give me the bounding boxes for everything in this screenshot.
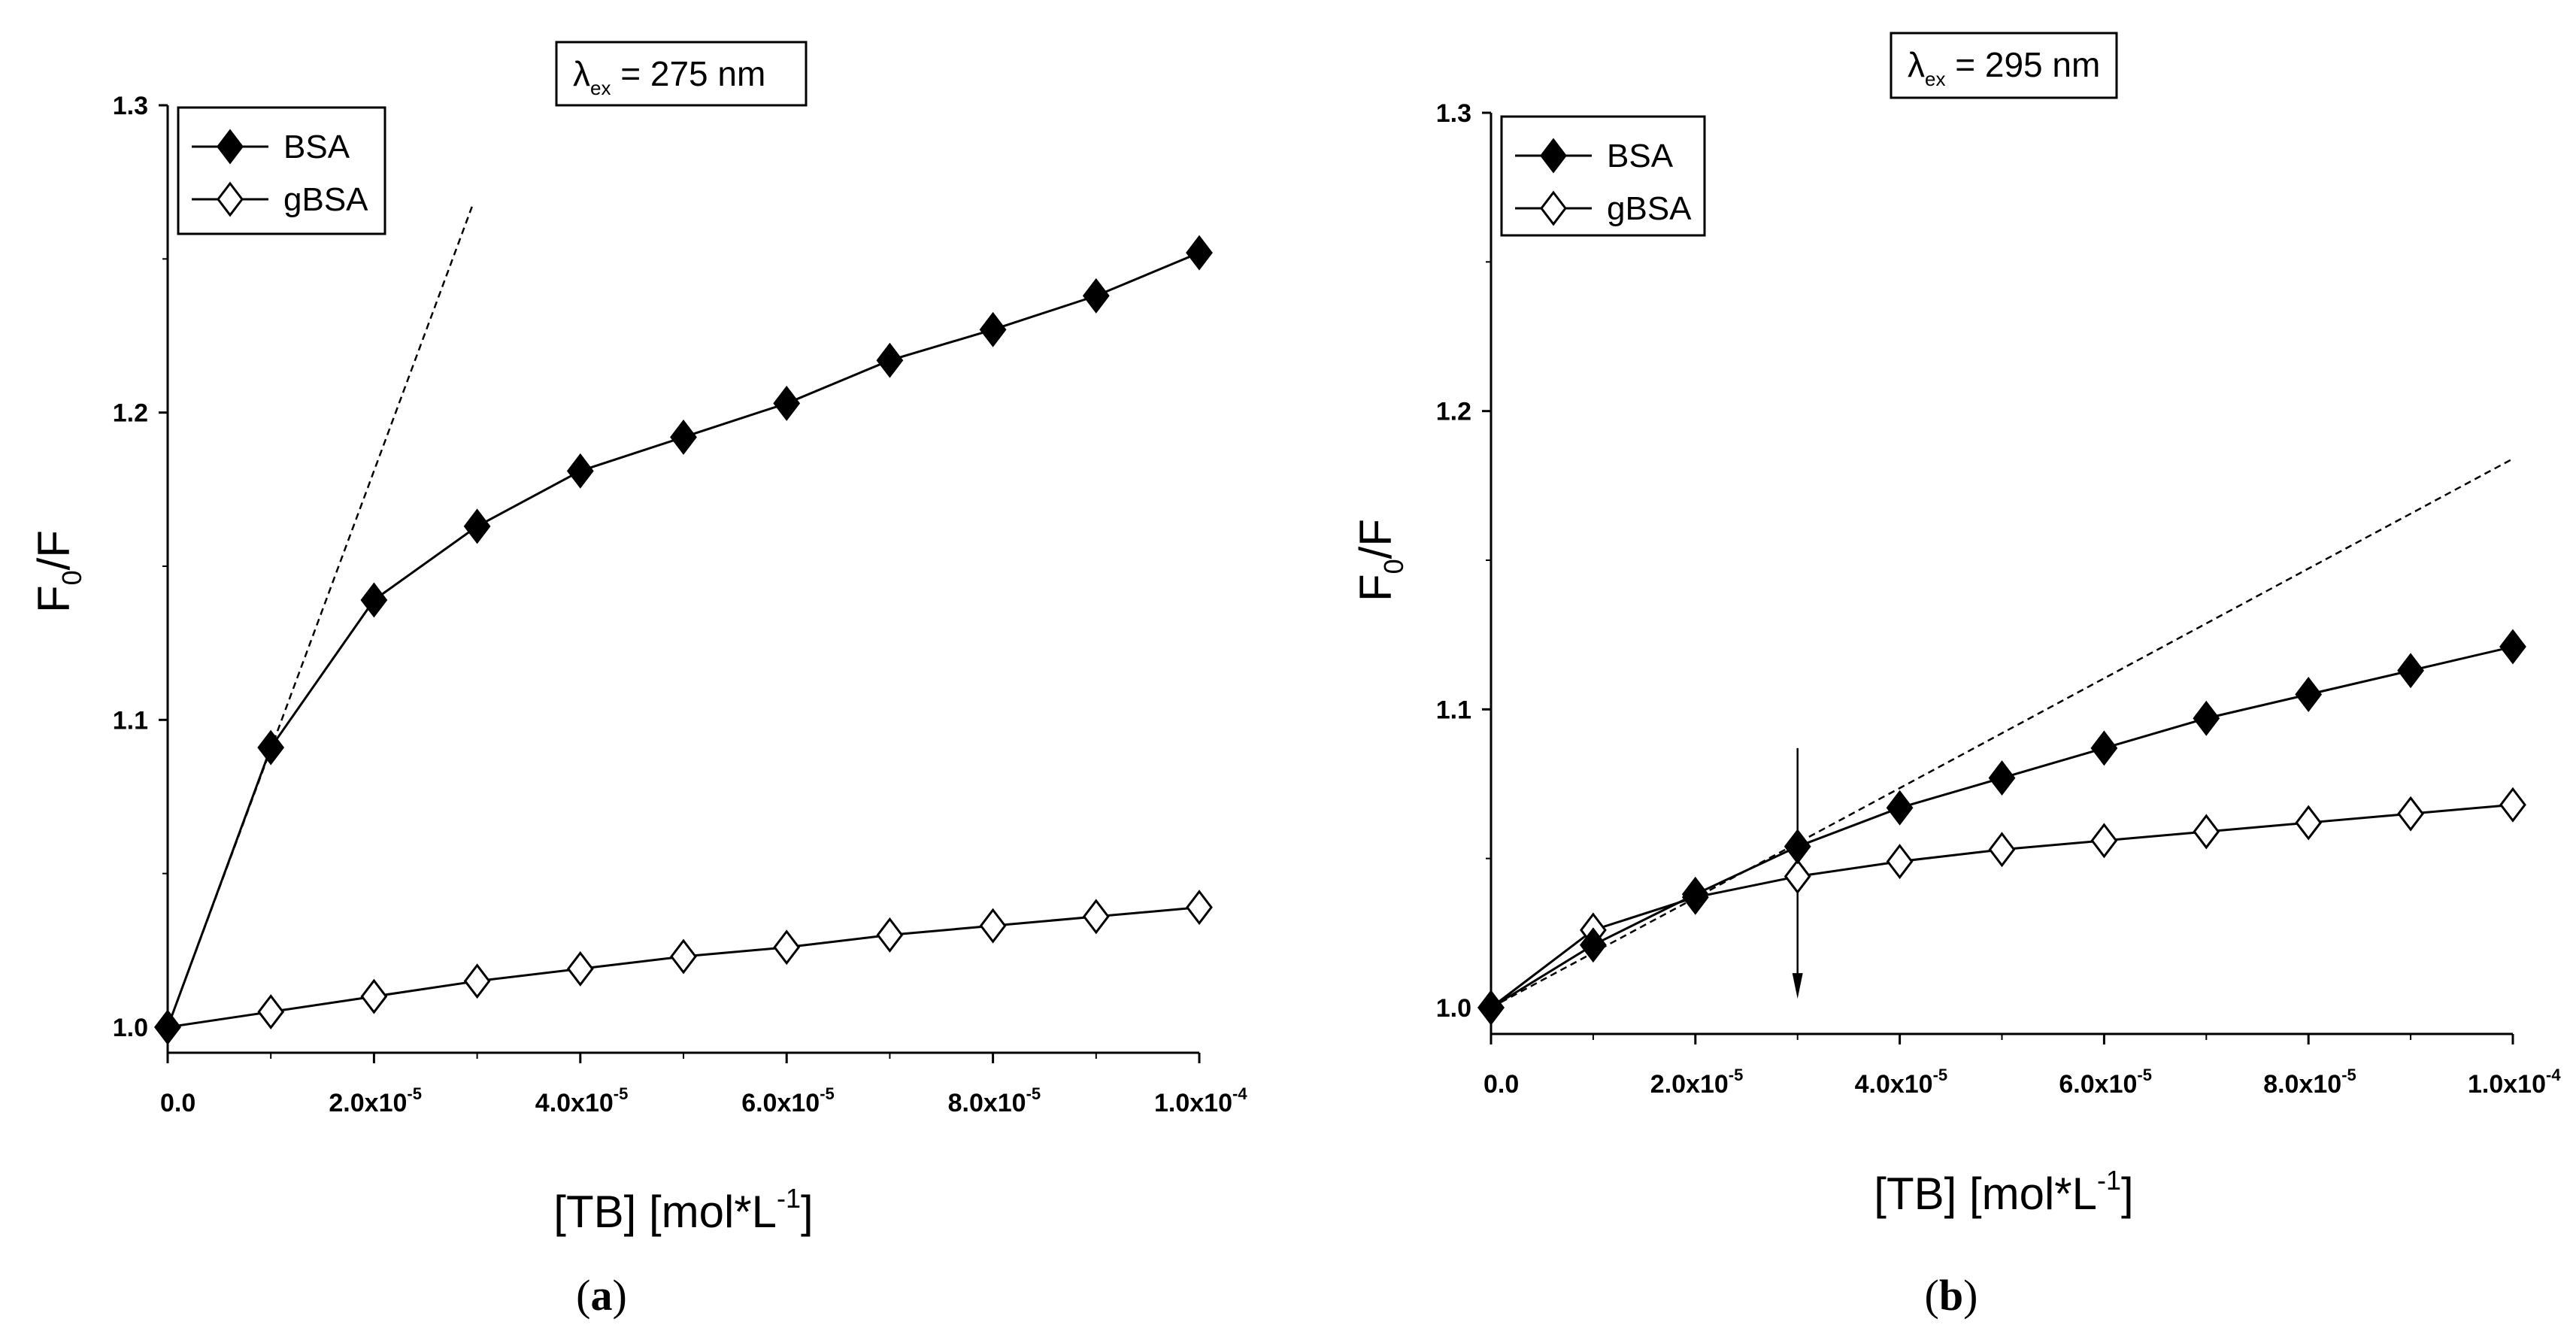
legend-marker-bsa xyxy=(217,129,244,165)
data-point-gbsa xyxy=(257,994,285,1030)
data-point-bsa xyxy=(2090,730,2118,766)
x-tick-label: 8.0x10-5 xyxy=(948,1084,1041,1117)
data-point-bsa xyxy=(566,453,594,489)
x-tick-label: 0.0 xyxy=(160,1089,195,1117)
linear-fit-dashed-line xyxy=(1490,458,2514,1009)
panel-label-a: (a) xyxy=(576,1271,627,1320)
data-point-gbsa xyxy=(1886,844,1914,880)
data-point-bsa xyxy=(876,342,904,378)
excitation-annotation: λex = 275 nm xyxy=(555,41,808,107)
x-tick-label: 6.0x10-5 xyxy=(2059,1066,2152,1099)
data-point-bsa xyxy=(463,508,491,544)
data-point-gbsa xyxy=(2295,805,2323,841)
y-tick-label: 1.1 xyxy=(113,706,148,735)
data-point-bsa xyxy=(670,419,697,455)
data-point-gbsa xyxy=(2397,796,2424,832)
data-point-bsa xyxy=(360,582,388,618)
y-axis-label: F0/F xyxy=(1350,519,1409,602)
x-tick-label: 2.0x10-5 xyxy=(329,1084,422,1117)
series-line-bsa xyxy=(166,251,1200,1028)
data-point-gbsa xyxy=(773,929,801,966)
data-point-bsa xyxy=(1988,760,2016,796)
data-point-bsa xyxy=(257,729,285,765)
legend-label-gbsa: gBSA xyxy=(283,181,368,218)
data-point-bsa xyxy=(1681,876,1709,912)
y-tick-label: 1.1 xyxy=(1436,696,1471,724)
data-point-gbsa xyxy=(1784,858,1811,894)
data-point-bsa xyxy=(1477,990,1505,1026)
data-point-gbsa xyxy=(2499,787,2526,823)
data-point-bsa xyxy=(2397,653,2424,689)
data-point-bsa xyxy=(1580,927,1607,963)
data-point-bsa xyxy=(1186,235,1213,271)
data-point-gbsa xyxy=(360,978,388,1014)
y-tick-label: 1.2 xyxy=(113,399,148,428)
data-point-gbsa xyxy=(1186,890,1213,926)
chart-panel-a: 1.0 1.1 1.2 1.3 0.0 2.0x10-5 4.0x10-5 6.0x10-5 8… xyxy=(29,41,1247,1320)
y-tick-label: 1.0 xyxy=(113,1014,148,1042)
data-point-gbsa xyxy=(2090,823,2118,859)
data-point-bsa xyxy=(1886,790,1914,826)
data-point-gbsa xyxy=(463,963,491,999)
data-point-gbsa xyxy=(1082,899,1110,935)
x-tick-label: 2.0x10-5 xyxy=(1650,1066,1744,1099)
data-point-bsa xyxy=(979,311,1007,347)
legend-label-gbsa: gBSA xyxy=(1607,190,1692,227)
data-point-gbsa xyxy=(1988,832,2016,868)
data-point-bsa xyxy=(154,1009,181,1045)
excitation-annotation: λex = 295 nm xyxy=(1890,32,2118,99)
annotation-text: λex = 275 nm xyxy=(573,54,765,99)
legend: BSA gBSA xyxy=(177,106,386,235)
data-point-gbsa xyxy=(2193,814,2220,850)
data-point-gbsa xyxy=(566,950,594,987)
annotation-text: λex = 295 nm xyxy=(1908,45,2100,90)
legend-label-bsa: BSA xyxy=(1607,138,1674,174)
legend-label-bsa: BSA xyxy=(283,129,350,165)
x-tick-label: 1.0x10-4 xyxy=(2468,1066,2561,1099)
data-point-gbsa xyxy=(876,917,904,953)
x-tick-label: 8.0x10-5 xyxy=(2263,1066,2356,1099)
data-point-bsa xyxy=(2499,629,2526,665)
x-tick-label: 6.0x10-5 xyxy=(741,1084,835,1117)
y-tick-label: 1.2 xyxy=(1436,398,1471,426)
x-tick-label: 0.0 xyxy=(1483,1070,1519,1099)
y-tick-label: 1.3 xyxy=(113,92,148,120)
x-tick-label: 4.0x10-5 xyxy=(535,1084,629,1117)
data-point-gbsa xyxy=(979,908,1007,944)
x-tick-label: 1.0x10-4 xyxy=(1154,1084,1247,1117)
legend-box xyxy=(1500,115,1706,237)
arrow-head-icon xyxy=(1792,973,1803,999)
x-tick-label: 4.0x10-5 xyxy=(1855,1066,1948,1099)
y-axis-label: F0/F xyxy=(29,530,87,613)
data-point-bsa xyxy=(2193,700,2220,736)
annotation-box xyxy=(555,41,808,107)
chart-panel-b: 1.0 1.1 1.2 1.3 0.0 2.0x10-5 4.0x10-5 6.0x10-5 8… xyxy=(1350,32,2561,1320)
data-point-bsa xyxy=(2295,677,2323,712)
series-line-bsa xyxy=(1490,645,2514,1009)
y-tick-label: 1.3 xyxy=(1436,99,1471,128)
legend-marker-gbsa xyxy=(217,181,244,217)
y-tick-label: 1.0 xyxy=(1436,994,1471,1023)
annotation-box xyxy=(1890,32,2118,99)
data-point-bsa xyxy=(1082,277,1110,314)
data-point-bsa xyxy=(1784,829,1811,865)
x-axis-label: [TB] [mol*L-1] xyxy=(1874,1165,2133,1219)
legend-marker-bsa xyxy=(1540,138,1567,174)
x-axis-label: [TB] [mol*L-1] xyxy=(553,1183,813,1237)
legend: BSA gBSA xyxy=(1500,115,1706,237)
legend-box xyxy=(177,106,386,235)
legend-marker-gbsa xyxy=(1540,190,1567,226)
data-point-gbsa xyxy=(670,938,697,975)
panel-label-b: (b) xyxy=(1925,1271,1978,1320)
data-point-bsa xyxy=(773,385,801,421)
